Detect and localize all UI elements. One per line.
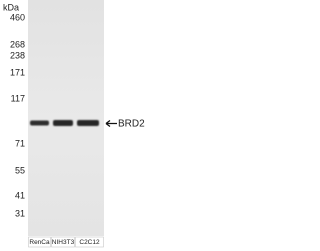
band-label: BRD2 xyxy=(118,119,145,130)
bands xyxy=(30,120,99,126)
lane-label: RenCa xyxy=(29,239,50,246)
marker-label: 171 xyxy=(10,67,25,77)
unit-label: kDa xyxy=(3,2,19,12)
marker-label: 117 xyxy=(11,93,25,103)
lane-label: C2C12 xyxy=(79,239,100,246)
marker-label: 31 xyxy=(15,208,25,218)
marker-label: 71 xyxy=(15,138,25,148)
band xyxy=(53,120,73,126)
band-arrow xyxy=(105,119,117,128)
marker-label: 55 xyxy=(15,165,25,175)
blot-membrane xyxy=(28,0,104,236)
marker-label: 460 xyxy=(10,12,25,22)
lane-label-box xyxy=(28,236,51,248)
band xyxy=(30,120,49,126)
lane-label: NIH3T3 xyxy=(52,239,75,246)
marker-label: 268 xyxy=(10,39,25,49)
marker-label: 41 xyxy=(15,190,25,200)
lane-label-box xyxy=(75,236,104,248)
band xyxy=(77,120,99,126)
marker-label: 238 xyxy=(10,50,25,60)
lane-label-box xyxy=(51,236,75,248)
lane-labels: RenCa NIH3T3 C2C12 xyxy=(28,236,104,248)
